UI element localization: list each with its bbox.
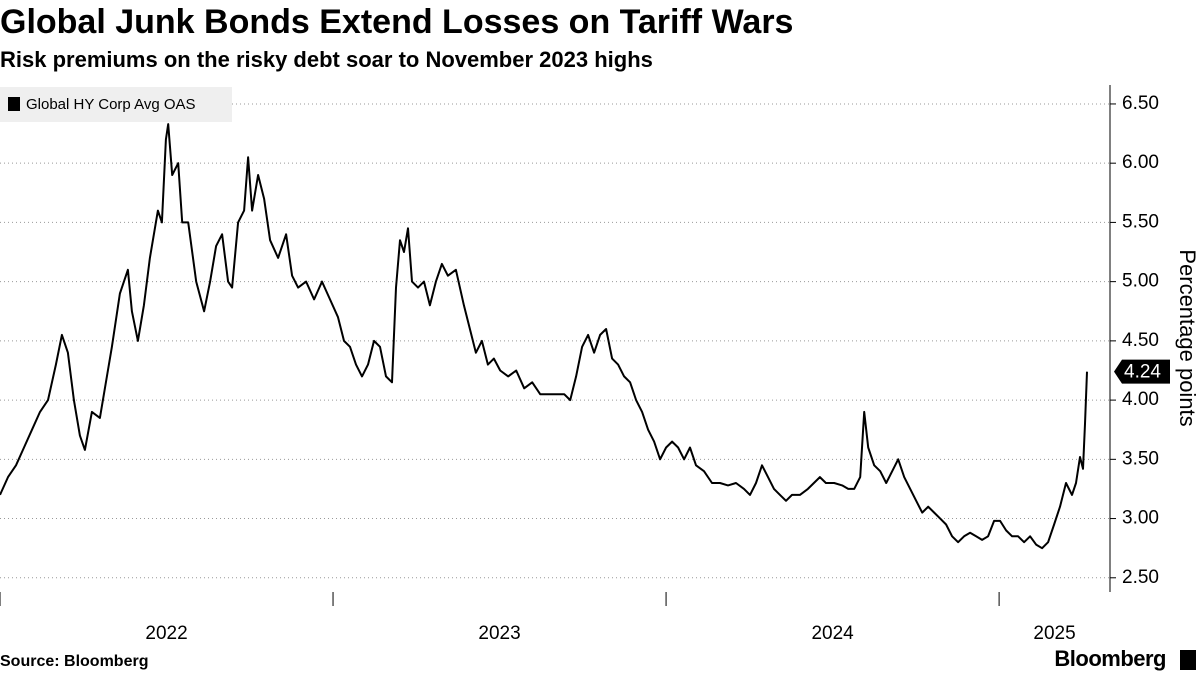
- source: Source: Bloomberg: [0, 653, 148, 670]
- brand: Bloomberg: [1054, 646, 1166, 671]
- x-tick-label: 2023: [478, 623, 520, 644]
- y-tick-label: 3.50: [1122, 448, 1159, 469]
- x-tick-label: 2024: [811, 623, 854, 644]
- last-value-label: 4.24: [1124, 362, 1161, 383]
- line: [0, 123, 1088, 550]
- y-tick-label: 6.00: [1122, 152, 1159, 173]
- chart-title: Global Junk Bonds Extend Losses on Tarif…: [0, 3, 793, 41]
- y-tick-label: 5.00: [1122, 271, 1159, 292]
- y-tick-label: 4.00: [1122, 389, 1159, 410]
- y-tick-label: 5.50: [1122, 211, 1159, 232]
- legend-box: [0, 87, 232, 122]
- legend-swatch: [8, 97, 20, 111]
- y-tick-label: 4.50: [1122, 330, 1159, 351]
- y-axis-label: Percentage points: [1175, 249, 1200, 426]
- brand-icon: [1180, 650, 1196, 670]
- chart-subtitle: Risk premiums on the risky debt soar to …: [0, 47, 653, 72]
- y-tick-label: 2.50: [1122, 567, 1159, 588]
- y-tick-label: 6.50: [1122, 93, 1159, 114]
- y-tick-label: 3.00: [1122, 508, 1159, 529]
- legend-label: Global HY Corp Avg OAS: [26, 96, 196, 113]
- last-value-tag: [1114, 359, 1170, 384]
- x-tick-label: 2022: [145, 623, 187, 644]
- x-tick-label: 2025: [1033, 623, 1075, 644]
